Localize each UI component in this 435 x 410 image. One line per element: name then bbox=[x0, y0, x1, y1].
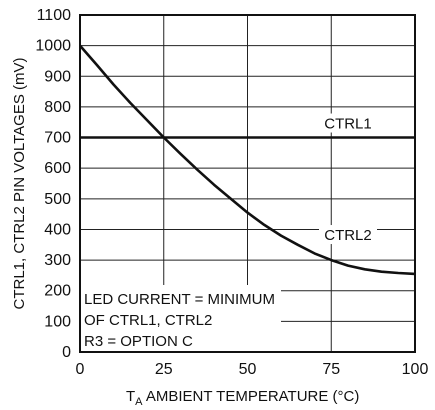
plot-frame bbox=[79, 14, 416, 353]
series-labels: CTRL1 CTRL2 bbox=[319, 113, 377, 245]
y-tick-label: 200 bbox=[44, 283, 71, 300]
series-label-bg bbox=[319, 225, 377, 245]
y-tick-label: 100 bbox=[44, 313, 71, 330]
x-axis-label: TA AMBIENT TEMPERATURE (°C) bbox=[126, 388, 359, 408]
series-label-ctrl1: CTRL1 bbox=[324, 116, 372, 133]
x-axis-label-rest: AMBIENT TEMPERATURE (°C) bbox=[143, 388, 360, 405]
x-tick-label: 50 bbox=[239, 361, 257, 378]
x-axis-label-subscript: A bbox=[135, 396, 143, 408]
x-tick-label: 100 bbox=[402, 361, 429, 378]
y-tick-label: 1100 bbox=[37, 7, 72, 24]
y-tick-label: 500 bbox=[44, 191, 71, 208]
y-tick-label: 900 bbox=[44, 68, 71, 85]
x-tick-label: 0 bbox=[76, 361, 85, 378]
annotation-line-1: LED CURRENT = MINIMUM bbox=[84, 291, 275, 308]
y-tick-label: 400 bbox=[44, 221, 71, 238]
x-tick-labels: 0 25 50 75 100 bbox=[76, 361, 429, 378]
y-tick-labels: 0 100 200 300 400 500 600 700 800 900 1000 1100 bbox=[35, 7, 71, 361]
x-tick-label: 75 bbox=[322, 361, 340, 378]
series-label-bg bbox=[319, 113, 377, 133]
y-tick-label: 0 bbox=[62, 344, 71, 361]
series-group bbox=[79, 44, 416, 276]
x-axis-label-prefix: T bbox=[126, 388, 135, 405]
annotation-box: LED CURRENT = MINIMUM OF CTRL1, CTRL2 R3… bbox=[81, 285, 281, 351]
y-tick-label: 1000 bbox=[35, 38, 71, 55]
series-label-ctrl2: CTRL2 bbox=[324, 227, 372, 244]
y-tick-label: 600 bbox=[44, 160, 71, 177]
y-tick-label: 800 bbox=[44, 99, 71, 116]
annotation-background bbox=[81, 285, 281, 351]
annotation-line-2: OF CTRL1, CTRL2 bbox=[84, 312, 212, 329]
y-axis-label: CTRL1, CTRL2 PIN VOLTAGES (mV) bbox=[11, 58, 28, 310]
series-line-ctrl2 bbox=[79, 44, 416, 276]
y-tick-label: 300 bbox=[44, 252, 71, 269]
x-tick-label: 25 bbox=[155, 361, 173, 378]
annotation-line-3: R3 = OPTION C bbox=[84, 333, 193, 350]
y-tick-label: 700 bbox=[44, 130, 71, 147]
